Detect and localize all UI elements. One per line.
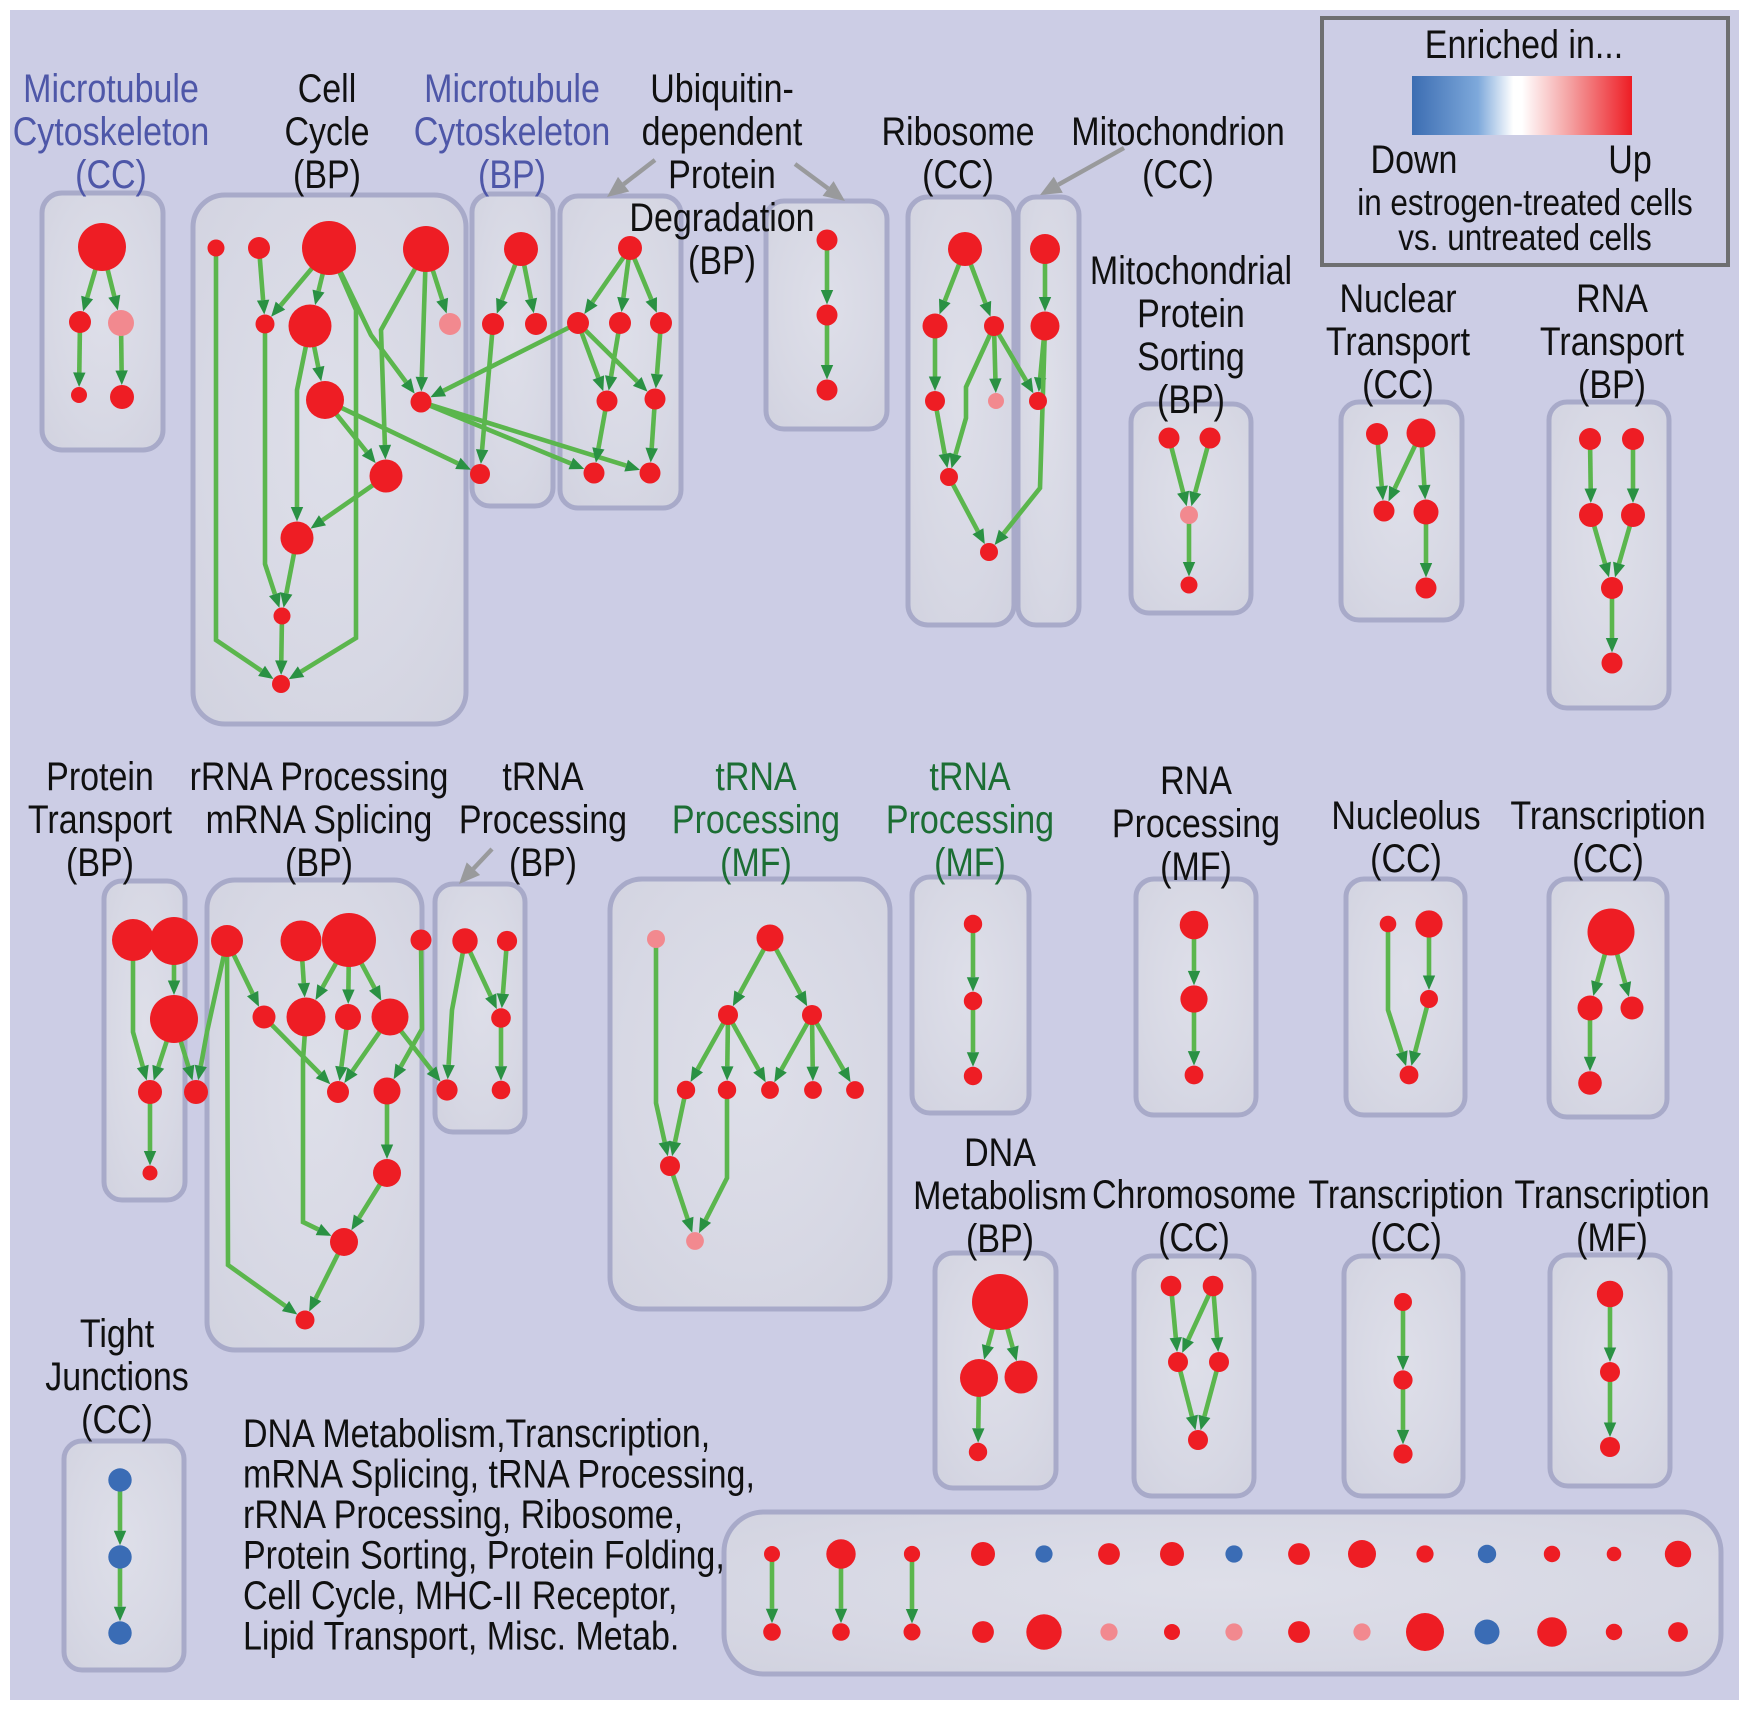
- svg-text:(BP): (BP): [66, 839, 134, 884]
- svg-text:(CC): (CC): [75, 151, 147, 196]
- svg-text:Transcription: Transcription: [1514, 1171, 1709, 1216]
- svg-text:Transcription: Transcription: [1308, 1171, 1503, 1216]
- svg-text:(BP): (BP): [293, 151, 361, 196]
- svg-text:Tight: Tight: [80, 1310, 155, 1355]
- svg-text:mRNA Splicing, tRNA Processing: mRNA Splicing, tRNA Processing,: [243, 1451, 755, 1496]
- svg-text:(BP): (BP): [688, 237, 756, 282]
- svg-text:Nuclear: Nuclear: [1339, 275, 1456, 320]
- svg-text:Microtubule: Microtubule: [424, 65, 600, 110]
- svg-text:Protein Sorting, Protein Foldi: Protein Sorting, Protein Folding,: [243, 1532, 725, 1577]
- svg-text:Cell Cycle, MHC-II Receptor,: Cell Cycle, MHC-II Receptor,: [243, 1572, 677, 1617]
- svg-text:Processing: Processing: [459, 796, 627, 841]
- svg-text:Transport: Transport: [28, 796, 173, 841]
- svg-text:(BP): (BP): [966, 1215, 1034, 1260]
- svg-text:Mitochondrial: Mitochondrial: [1090, 247, 1292, 292]
- svg-text:Lipid Transport, Misc. Metab.: Lipid Transport, Misc. Metab.: [243, 1613, 679, 1658]
- svg-text:rRNA Processing, Ribosome,: rRNA Processing, Ribosome,: [243, 1491, 683, 1536]
- svg-text:Mitochondrion: Mitochondrion: [1071, 108, 1284, 153]
- svg-text:Transport: Transport: [1540, 318, 1685, 363]
- svg-text:rRNA Processing: rRNA Processing: [190, 753, 449, 798]
- svg-text:(CC): (CC): [1370, 835, 1442, 880]
- svg-text:Nucleolus: Nucleolus: [1331, 792, 1480, 837]
- svg-text:RNA: RNA: [1160, 757, 1232, 802]
- svg-text:dependent: dependent: [642, 108, 803, 153]
- svg-text:Metabolism: Metabolism: [913, 1172, 1087, 1217]
- svg-text:Protein: Protein: [1137, 290, 1245, 335]
- svg-text:(MF): (MF): [934, 839, 1006, 884]
- svg-text:(BP): (BP): [478, 151, 546, 196]
- svg-text:Processing: Processing: [886, 796, 1054, 841]
- svg-text:(BP): (BP): [1578, 361, 1646, 406]
- svg-text:Chromosome: Chromosome: [1092, 1171, 1296, 1216]
- svg-text:Transport: Transport: [1326, 318, 1471, 363]
- svg-text:Down: Down: [1371, 136, 1458, 181]
- svg-text:Microtubule: Microtubule: [23, 65, 199, 110]
- svg-text:Junctions: Junctions: [45, 1353, 189, 1398]
- svg-text:Cycle: Cycle: [285, 108, 370, 153]
- svg-text:(BP): (BP): [285, 839, 353, 884]
- svg-text:Ubiquitin-: Ubiquitin-: [650, 65, 794, 110]
- svg-text:Sorting: Sorting: [1137, 333, 1245, 378]
- svg-text:Cytoskeleton: Cytoskeleton: [13, 108, 209, 153]
- svg-text:(CC): (CC): [1362, 361, 1434, 406]
- svg-text:RNA: RNA: [1576, 275, 1648, 320]
- svg-text:Protein: Protein: [46, 753, 154, 798]
- svg-text:(MF): (MF): [1160, 843, 1232, 888]
- svg-text:DNA: DNA: [964, 1129, 1036, 1174]
- svg-text:(BP): (BP): [509, 839, 577, 884]
- svg-text:in estrogen-treated cells: in estrogen-treated cells: [1357, 183, 1693, 224]
- svg-text:tRNA: tRNA: [929, 753, 1010, 798]
- svg-text:DNA Metabolism,Transcription,: DNA Metabolism,Transcription,: [243, 1410, 710, 1455]
- svg-text:vs. untreated cells: vs. untreated cells: [1398, 218, 1651, 259]
- svg-text:(BP): (BP): [1157, 376, 1225, 421]
- svg-text:Ribosome: Ribosome: [881, 108, 1034, 153]
- svg-text:Cell: Cell: [298, 65, 357, 110]
- svg-text:tRNA: tRNA: [715, 753, 796, 798]
- svg-text:(CC): (CC): [1572, 835, 1644, 880]
- svg-text:Protein: Protein: [668, 151, 776, 196]
- svg-text:Degradation: Degradation: [629, 194, 814, 239]
- svg-text:Cytoskeleton: Cytoskeleton: [414, 108, 610, 153]
- svg-text:(CC): (CC): [922, 151, 994, 196]
- svg-text:Up: Up: [1608, 136, 1651, 181]
- svg-text:(CC): (CC): [1370, 1214, 1442, 1259]
- svg-text:(CC): (CC): [81, 1396, 153, 1441]
- svg-text:(CC): (CC): [1158, 1214, 1230, 1259]
- svg-text:Enriched in...: Enriched in...: [1425, 21, 1623, 66]
- svg-text:tRNA: tRNA: [502, 753, 583, 798]
- svg-text:Processing: Processing: [1112, 800, 1280, 845]
- svg-text:Processing: Processing: [672, 796, 840, 841]
- svg-text:(MF): (MF): [1576, 1214, 1648, 1259]
- svg-text:mRNA Splicing: mRNA Splicing: [206, 796, 433, 841]
- svg-text:(MF): (MF): [720, 839, 792, 884]
- svg-text:(CC): (CC): [1142, 151, 1214, 196]
- svg-text:Transcription: Transcription: [1510, 792, 1705, 837]
